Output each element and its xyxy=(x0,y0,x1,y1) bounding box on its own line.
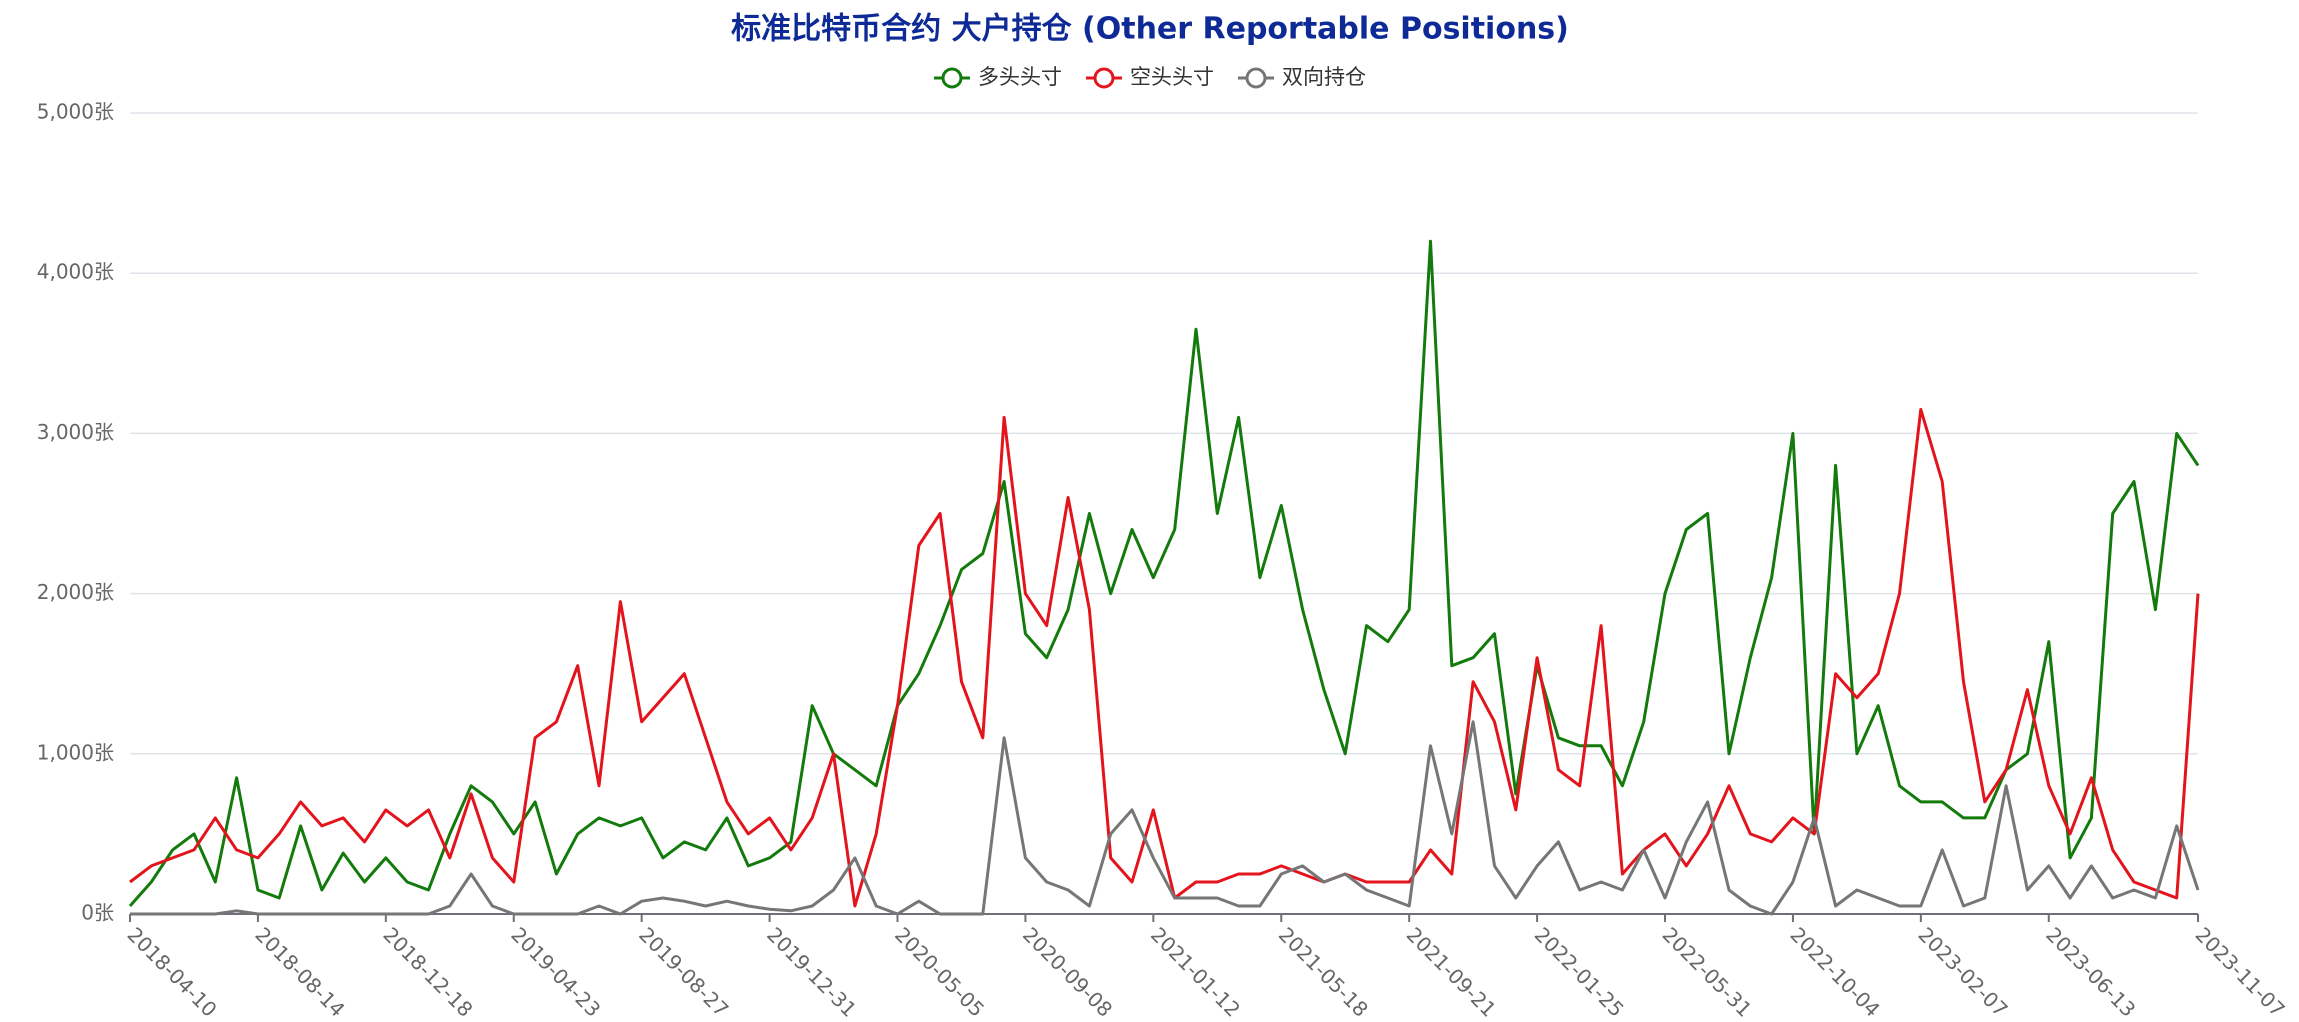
x-tick-label: 2021-05-18 xyxy=(1274,922,1373,1021)
legend-item: 多头头寸 xyxy=(934,65,1062,89)
y-tick-label: 0张 xyxy=(81,901,114,925)
legend-label: 多头头寸 xyxy=(978,65,1062,89)
x-tick-label: 2020-09-08 xyxy=(1018,922,1117,1021)
x-tick-label: 2021-09-21 xyxy=(1402,922,1501,1021)
x-tick-label: 2019-12-31 xyxy=(762,922,861,1021)
x-tick-label: 2021-01-12 xyxy=(1146,922,1245,1021)
legend-marker xyxy=(941,67,963,89)
legend-marker xyxy=(1093,67,1115,89)
y-tick-label: 4,000张 xyxy=(37,260,114,284)
series-line xyxy=(128,239,2200,907)
x-tick-label: 2023-06-13 xyxy=(2041,922,2140,1021)
x-tick-label: 2019-04-23 xyxy=(506,922,605,1021)
x-tick-label: 2020-05-05 xyxy=(890,922,989,1021)
x-tick-label: 2022-01-25 xyxy=(1530,922,1629,1021)
y-tick-label: 5,000张 xyxy=(37,100,114,124)
legend-label: 双向持仓 xyxy=(1282,65,1366,89)
chart-title: 标准比特币合约 大户持仓 (Other Reportable Positions… xyxy=(731,12,1569,47)
legend-marker xyxy=(1245,67,1267,89)
x-tick-label: 2023-02-07 xyxy=(1913,922,2012,1021)
x-tick-label: 2018-04-10 xyxy=(123,922,222,1021)
x-tick-label: 2022-10-04 xyxy=(1786,922,1885,1021)
y-tick-label: 1,000张 xyxy=(37,740,114,764)
x-tick-label: 2019-08-27 xyxy=(634,922,733,1021)
legend: 多头头寸 空头头寸 双向持仓 xyxy=(934,65,1366,89)
x-tick-label: 2023-11-07 xyxy=(2191,922,2290,1021)
series-line xyxy=(129,407,2200,908)
legend-item: 双向持仓 xyxy=(1238,65,1366,89)
legend-item: 空头头寸 xyxy=(1086,65,1214,89)
series-line xyxy=(130,720,2200,916)
x-tick-label: 2018-08-14 xyxy=(250,922,349,1021)
legend-label: 空头头寸 xyxy=(1130,65,1214,89)
x-tick-label: 2022-05-31 xyxy=(1658,922,1757,1021)
y-tick-label: 2,000张 xyxy=(37,580,114,604)
y-tick-label: 3,000张 xyxy=(37,420,114,444)
x-tick-label: 2018-12-18 xyxy=(378,922,477,1021)
